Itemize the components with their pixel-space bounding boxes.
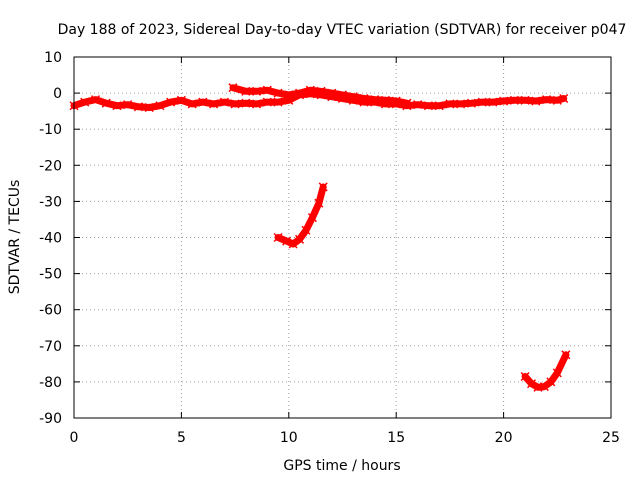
x-tick-label: 5 bbox=[177, 430, 186, 446]
y-tick-label: -10 bbox=[39, 122, 62, 138]
tick-layer: 0 5 10 15 20 25 10 0 -10 -20 -30 -40 -50 -60 -70 -80 -90 bbox=[39, 50, 620, 446]
data-point bbox=[295, 88, 305, 98]
data-point bbox=[230, 99, 240, 109]
y-tick-label: 10 bbox=[44, 50, 62, 66]
data-point bbox=[380, 95, 390, 105]
data-point bbox=[252, 86, 262, 96]
y-tick-label: -30 bbox=[39, 194, 62, 210]
data-point bbox=[198, 97, 208, 107]
data-point bbox=[327, 88, 337, 98]
data-point bbox=[499, 96, 509, 106]
data-point bbox=[370, 95, 380, 105]
grid-layer bbox=[74, 57, 611, 418]
x-tick-label: 20 bbox=[495, 430, 513, 446]
data-point bbox=[144, 103, 154, 113]
y-tick-label: -80 bbox=[39, 375, 62, 391]
data-point bbox=[90, 95, 101, 105]
data-point bbox=[559, 93, 569, 104]
data-point bbox=[241, 86, 251, 96]
data-point bbox=[273, 232, 283, 243]
data-point bbox=[301, 225, 311, 235]
data-point bbox=[520, 371, 530, 382]
data-point bbox=[561, 350, 571, 360]
y-tick-label: -70 bbox=[39, 339, 62, 355]
data-point bbox=[318, 182, 328, 192]
x-tick-label: 10 bbox=[280, 430, 298, 446]
data-point bbox=[252, 99, 262, 109]
x-axis-label: GPS time / hours bbox=[283, 458, 400, 474]
data-point bbox=[209, 99, 219, 109]
data-point bbox=[316, 86, 326, 96]
data-point bbox=[295, 234, 305, 244]
data-point bbox=[531, 96, 541, 106]
data-point bbox=[477, 97, 487, 107]
data-point bbox=[488, 97, 498, 107]
data-point bbox=[445, 99, 455, 109]
data-point bbox=[359, 93, 369, 104]
data-point bbox=[133, 102, 143, 112]
data-point bbox=[348, 92, 358, 102]
data-point bbox=[546, 377, 556, 387]
data-point bbox=[552, 368, 562, 378]
y-tick-label: -40 bbox=[39, 231, 62, 247]
data-point bbox=[552, 95, 562, 105]
series-arc-mid bbox=[274, 183, 327, 248]
data-point bbox=[219, 97, 229, 107]
data-point bbox=[241, 98, 251, 108]
data-point bbox=[402, 98, 412, 108]
data-point bbox=[509, 95, 519, 105]
data-point bbox=[166, 97, 176, 107]
x-tick-label: 0 bbox=[70, 430, 79, 446]
data-point bbox=[526, 379, 537, 389]
data-point bbox=[101, 98, 111, 108]
data-point bbox=[423, 101, 433, 111]
series-layer bbox=[69, 83, 571, 392]
y-tick-label: -20 bbox=[39, 158, 62, 174]
data-point bbox=[539, 382, 549, 392]
data-point bbox=[466, 98, 476, 108]
data-point bbox=[273, 88, 283, 98]
data-point bbox=[228, 83, 238, 93]
data-point bbox=[314, 198, 324, 208]
data-point bbox=[262, 97, 272, 107]
x-tick-label: 15 bbox=[387, 430, 405, 446]
data-point bbox=[337, 90, 348, 100]
data-point bbox=[187, 99, 197, 109]
data-point bbox=[123, 100, 133, 110]
data-point bbox=[434, 101, 444, 111]
data-point bbox=[80, 97, 90, 107]
data-point bbox=[288, 239, 298, 249]
data-point bbox=[413, 100, 423, 110]
x-tick-label: 25 bbox=[602, 430, 620, 446]
y-axis-label: SDTVAR / TECUs bbox=[7, 180, 23, 295]
data-point bbox=[112, 101, 122, 111]
y-tick-label: -50 bbox=[39, 267, 62, 283]
data-point bbox=[307, 213, 317, 223]
data-point bbox=[391, 96, 401, 106]
y-tick-label: -90 bbox=[39, 411, 62, 427]
data-point bbox=[456, 99, 466, 109]
y-tick-label: -60 bbox=[39, 303, 62, 319]
data-point bbox=[542, 95, 552, 105]
data-point bbox=[176, 95, 186, 105]
data-point bbox=[305, 85, 315, 95]
data-point bbox=[520, 95, 530, 105]
data-point bbox=[262, 85, 272, 95]
data-point bbox=[155, 101, 165, 111]
data-point bbox=[282, 236, 292, 246]
data-point bbox=[284, 90, 294, 100]
chart-title: Day 188 of 2023, Sidereal Day-to-day VTE… bbox=[58, 22, 627, 38]
data-point bbox=[273, 97, 283, 107]
y-tick-label: 0 bbox=[53, 86, 62, 102]
